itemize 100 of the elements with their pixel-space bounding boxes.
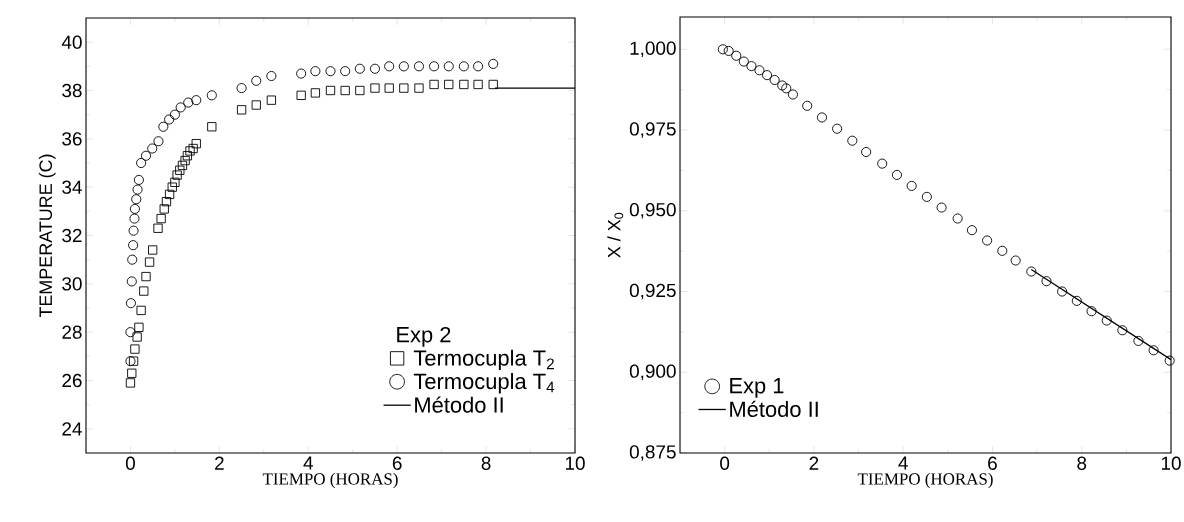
y-tick-label: 34 xyxy=(62,180,82,194)
point xyxy=(816,112,827,123)
point xyxy=(183,97,194,108)
point xyxy=(340,66,351,77)
point xyxy=(340,85,350,96)
point xyxy=(370,83,380,93)
point xyxy=(164,114,175,125)
point xyxy=(754,65,765,76)
point xyxy=(325,66,336,77)
point xyxy=(140,150,152,161)
y-tick-label: 0,900 xyxy=(629,364,676,381)
point xyxy=(354,63,365,74)
point xyxy=(144,257,155,267)
y-tick-label: 40 xyxy=(61,35,82,49)
point xyxy=(127,254,138,265)
point xyxy=(167,182,177,192)
point xyxy=(175,165,185,175)
point xyxy=(787,89,798,100)
point xyxy=(429,79,439,90)
point xyxy=(206,90,217,101)
point xyxy=(296,90,306,100)
point xyxy=(129,203,140,214)
x-tick-label: 10 xyxy=(565,456,585,470)
point xyxy=(125,378,136,388)
x-tick-label: 4 xyxy=(898,456,908,470)
y-tick-label: 36 xyxy=(62,132,82,146)
y-tick-label: 1,000 xyxy=(630,41,676,58)
point xyxy=(1071,295,1082,306)
y-tick-label: 30 xyxy=(62,277,82,291)
point xyxy=(1133,335,1144,346)
legend-label: Termocupla T$_{2}$ xyxy=(413,349,554,371)
point xyxy=(443,61,454,72)
point xyxy=(133,174,144,185)
point xyxy=(906,180,917,191)
point xyxy=(153,136,164,147)
point xyxy=(369,63,380,74)
point xyxy=(1057,286,1068,297)
point xyxy=(132,184,143,195)
point xyxy=(413,61,424,72)
point xyxy=(723,45,734,56)
legend-label: Método II xyxy=(730,400,818,418)
point xyxy=(158,121,169,132)
y-axis-title: X / X$_{0}$ xyxy=(607,212,624,258)
point xyxy=(891,169,902,180)
point xyxy=(936,202,947,213)
point xyxy=(769,74,780,85)
point xyxy=(136,305,146,316)
point xyxy=(802,100,813,111)
point xyxy=(132,332,142,342)
point xyxy=(997,245,1008,256)
point xyxy=(128,225,139,236)
point xyxy=(414,83,424,93)
point xyxy=(966,225,977,236)
point xyxy=(488,58,499,69)
point xyxy=(130,344,140,354)
point xyxy=(459,79,469,90)
x-axis-title: TIEMPO (HORAS) xyxy=(262,472,398,489)
legend-label: Método II xyxy=(415,396,503,413)
point xyxy=(731,50,742,61)
point xyxy=(325,85,336,96)
y-tick-label: 38 xyxy=(62,83,82,98)
point xyxy=(127,368,137,378)
point xyxy=(384,61,395,72)
point xyxy=(832,123,843,134)
x-tick-label: 4 xyxy=(303,456,313,470)
point xyxy=(781,83,792,94)
point xyxy=(1086,306,1097,317)
point xyxy=(125,298,136,309)
point xyxy=(180,155,190,166)
point xyxy=(251,100,261,110)
y-tick-label: 0,950 xyxy=(629,202,676,219)
point xyxy=(126,276,137,287)
x-tick-label: 8 xyxy=(481,456,491,470)
point xyxy=(136,157,147,169)
point xyxy=(207,122,217,132)
point xyxy=(1041,276,1052,287)
point xyxy=(952,213,963,224)
point xyxy=(861,146,872,158)
y-tick-label: 28 xyxy=(62,325,82,339)
point xyxy=(169,109,180,120)
point xyxy=(746,61,757,72)
legend-label: Exp 1 xyxy=(730,378,784,398)
y-tick-label: 0,975 xyxy=(629,122,676,138)
point xyxy=(172,170,182,180)
x-tick-label: 6 xyxy=(988,456,997,470)
point xyxy=(1101,315,1112,326)
point xyxy=(429,61,440,72)
point xyxy=(473,79,483,90)
point xyxy=(1026,266,1037,277)
point xyxy=(921,191,932,202)
point xyxy=(762,70,773,81)
point xyxy=(488,79,498,90)
point xyxy=(1117,325,1128,336)
point xyxy=(384,83,394,93)
y-tick-label: 26 xyxy=(62,373,82,388)
point xyxy=(177,160,188,171)
point xyxy=(139,286,149,296)
y-axis-title: TEMPERATURE (C) xyxy=(38,154,56,318)
point xyxy=(877,158,888,169)
point xyxy=(164,189,175,200)
